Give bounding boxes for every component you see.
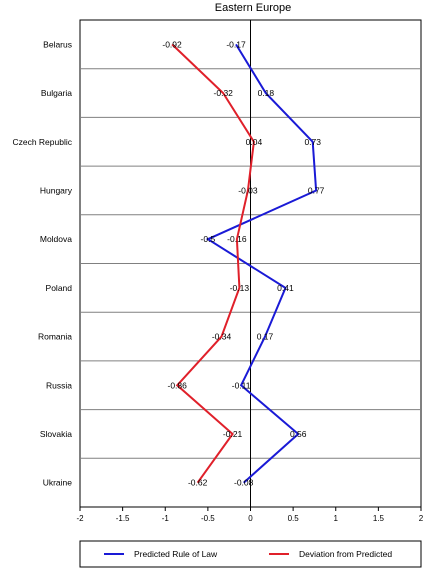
data-label: -0.32 <box>214 88 234 98</box>
data-label: -0.16 <box>227 234 247 244</box>
category-labels: Belarus Bulgaria Czech Republic Hungary Mold… <box>12 39 72 487</box>
data-label: 0.73 <box>304 137 321 147</box>
x-tick-label: 0 <box>248 514 253 523</box>
data-label: -0.08 <box>234 478 254 488</box>
data-label: -0.5 <box>201 234 216 244</box>
x-tick-label: -0.5 <box>201 514 215 523</box>
data-label: -0.34 <box>212 332 232 342</box>
x-tick-label: -2 <box>76 514 84 523</box>
x-tick-label: -1 <box>162 514 170 523</box>
data-label: -0.11 <box>232 380 251 390</box>
legend-label-deviation: Deviation from Predicted <box>299 549 392 559</box>
data-label: -0.13 <box>230 283 250 293</box>
predicted-rule-of-law-line <box>205 43 318 484</box>
x-tick-label: 1 <box>334 514 339 523</box>
series-lines <box>171 43 318 484</box>
data-label: -0.17 <box>226 39 246 49</box>
legend-box <box>79 540 422 568</box>
deviation-from-predicted-line <box>171 43 255 484</box>
chart-title: Eastern Europe <box>215 2 291 14</box>
data-labels: -0.17 0.18 0.73 0.77 -0.5 0.41 0.17 -0.11 0.56 -0… <box>162 39 324 487</box>
x-tick-label: 1.5 <box>373 514 385 523</box>
category-label: Belarus <box>43 39 72 49</box>
category-label: Russia <box>46 380 72 390</box>
data-label: 0.17 <box>257 332 274 342</box>
category-label: Hungary <box>40 185 73 195</box>
category-label: Slovakia <box>40 429 72 439</box>
x-tick-label: 2 <box>419 514 424 523</box>
category-label: Ukraine <box>43 478 73 488</box>
legend-label-predicted: Predicted Rule of Law <box>134 549 218 559</box>
category-label: Poland <box>46 283 73 293</box>
data-label: -0.03 <box>238 185 258 195</box>
data-label: 0.18 <box>258 88 275 98</box>
data-label: -0.92 <box>162 39 182 49</box>
data-label: 0.56 <box>290 429 307 439</box>
data-label: 0.04 <box>246 137 263 147</box>
x-tick-label: -1.5 <box>116 514 130 523</box>
data-label: -0.62 <box>188 478 208 488</box>
data-label: 0.77 <box>308 185 325 195</box>
data-label: 0.41 <box>277 283 294 293</box>
x-axis: -2 -1.5 -1 -0.5 0 0.5 1 1.5 2 <box>76 507 424 523</box>
category-label: Czech Republic <box>12 137 72 147</box>
data-label: -0.86 <box>167 380 187 390</box>
category-label: Bulgaria <box>41 88 72 98</box>
x-tick-label: 0.5 <box>288 514 300 523</box>
category-label: Romania <box>38 332 72 342</box>
category-label: Moldova <box>40 234 72 244</box>
data-label: -0.21 <box>223 429 243 439</box>
